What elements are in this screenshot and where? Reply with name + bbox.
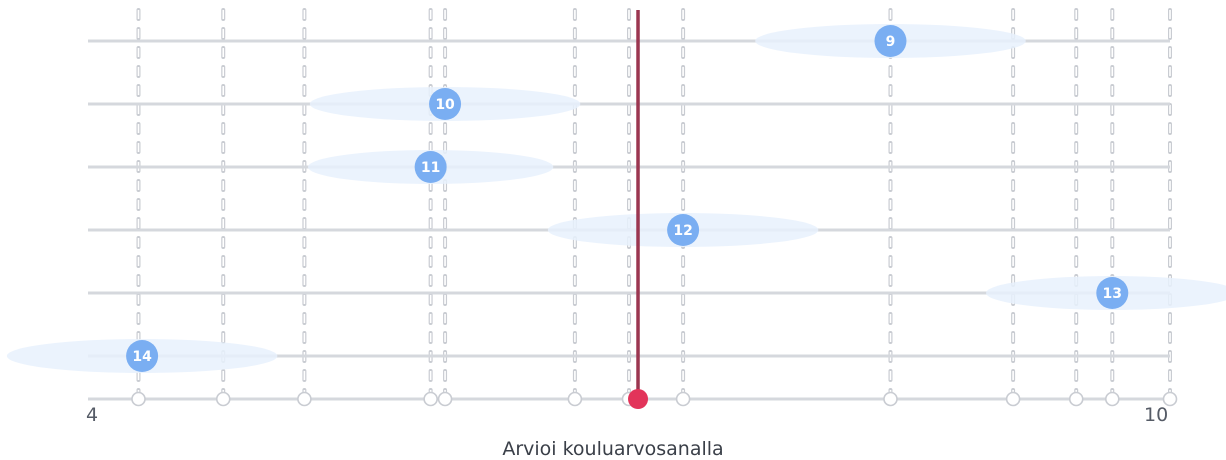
question-label: Arvioi kouluarvosanalla: [502, 438, 724, 460]
participant-bubble: [874, 25, 907, 57]
participant-number: 12: [673, 223, 692, 239]
participant-bubble: [667, 214, 700, 246]
participant-number: 10: [435, 97, 455, 113]
participant-bubble: [414, 151, 447, 183]
participant-number: 14: [132, 349, 152, 365]
axis-tick: [883, 391, 898, 407]
axis-tick: [437, 391, 453, 407]
participant-number: 9: [886, 34, 896, 50]
participant-number: 13: [1103, 286, 1122, 302]
participant-bubble: [1096, 277, 1129, 309]
axis-tick: [675, 391, 691, 407]
axis-tick: [423, 391, 438, 407]
participant-bubble: [126, 340, 159, 372]
axis-tick: [215, 391, 231, 407]
participant-number: 11: [421, 160, 440, 176]
axis-max-label: 10: [1144, 404, 1169, 426]
axis-tick: [1005, 391, 1021, 407]
axis-tick: [1162, 391, 1178, 407]
participant-bubble: [429, 88, 462, 120]
marker-handle: [628, 389, 649, 409]
axis-tick: [1104, 391, 1120, 407]
dashed-guide-lines: [136, 8, 1172, 395]
axis-tick: [567, 391, 583, 407]
axis-tick: [297, 391, 312, 407]
current-value-marker[interactable]: [628, 10, 649, 409]
axis-min-label: 4: [86, 404, 99, 426]
participant-rows: 9 10 11 12 13 14: [6, 24, 1226, 373]
axis-tick: [1068, 391, 1084, 407]
axis-tick: [131, 391, 146, 407]
